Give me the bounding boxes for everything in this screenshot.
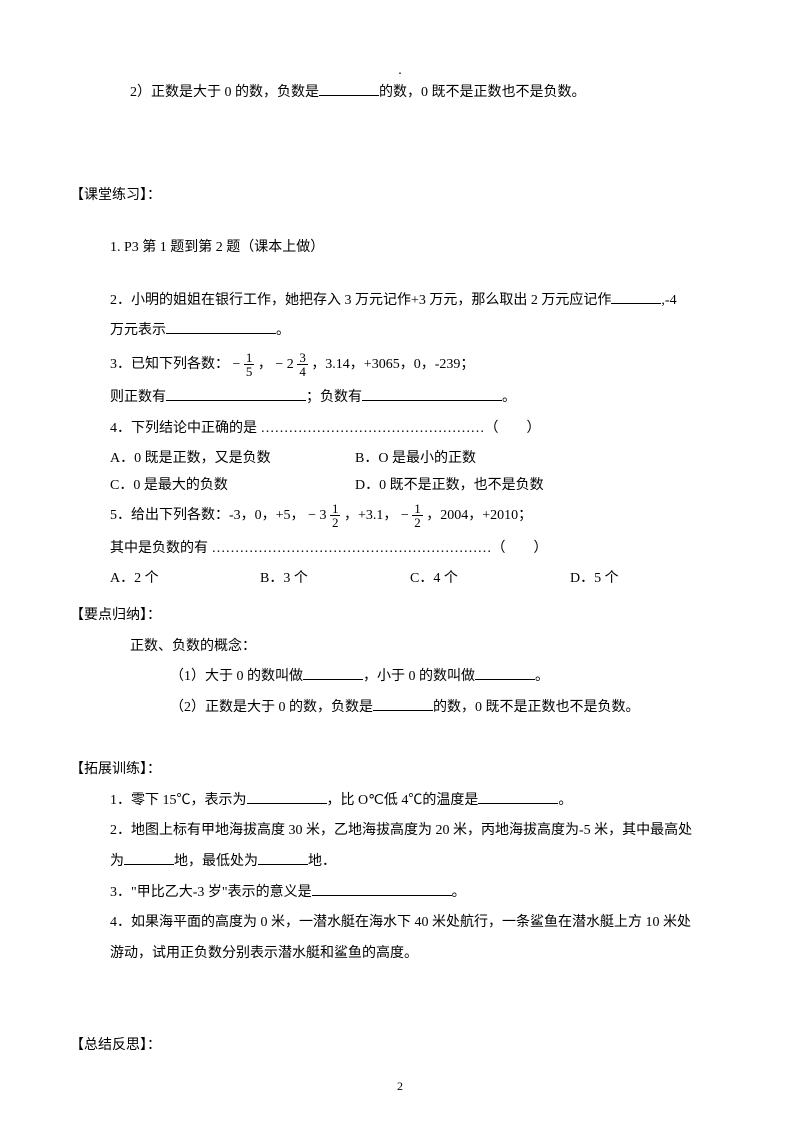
- s1-q5-prefix: 5．给出下列各数：-3，0，+5，: [110, 508, 305, 523]
- s1-q5: 5．给出下列各数：-3，0，+5， − 3 12 ，+3.1， − 12 ，20…: [70, 500, 730, 532]
- frac3-wrap: − 3 12: [308, 500, 340, 532]
- s3-q2d: 地．: [308, 854, 336, 869]
- page-content: 2）正数是大于 0 的数，负数是的数，0 既不是正数也不是负数。 【课堂练习】：…: [70, 60, 730, 1060]
- frac4-den: 2: [412, 515, 423, 529]
- section3-title: 【拓展训练】：: [70, 757, 730, 784]
- mix-neg2: − 2: [275, 357, 293, 372]
- s2-l2b: 的数，0 既不是正数也不是负数。: [433, 700, 640, 715]
- s2-l2-blank: [373, 695, 433, 710]
- s2-l1b: ，小于 0 的数叫做: [363, 669, 475, 684]
- s3-q1-blank1: [247, 788, 327, 803]
- s1-q5-d: D．5 个: [570, 566, 619, 593]
- s1-q2-blank2: [166, 319, 276, 334]
- s1-q4-b: B．O 是最小的正数: [355, 446, 476, 473]
- s1-q4-stem: 4．下列结论中正确的是 …………………………………………（ ）: [70, 416, 730, 443]
- s2-sub: 正数、负数的概念：: [70, 634, 730, 661]
- frac3-num: 1: [330, 502, 341, 515]
- s1-q3-blank2: [362, 386, 502, 401]
- s1-q3-rest: ，3.14，+3065，0，-239；: [311, 357, 474, 372]
- neg-sign-4: −: [401, 508, 409, 523]
- s3-q4-l2: 游动，试用正负数分别表示潜水艇和鲨鱼的高度。: [70, 941, 730, 968]
- s3-q1b: ，比 O℃低 4℃的温度是: [327, 793, 479, 808]
- s1-q5-rest: ，2004，+2010；: [426, 508, 532, 523]
- s1-q5-b: B．3 个: [260, 566, 410, 593]
- s1-q3-prefix: 3．已知下列各数：: [110, 357, 229, 372]
- section4-title: 【总结反思】：: [70, 1033, 730, 1060]
- s3-q1-blank2: [478, 788, 558, 803]
- frac1-den: 5: [244, 364, 255, 378]
- s1-q4-row1: A．0 既是正数，又是负数 B．O 是最小的正数: [70, 446, 730, 473]
- frac2-den: 4: [297, 364, 308, 378]
- frac-3-4: 34: [297, 351, 308, 378]
- s2-l1a: （1）大于 0 的数叫做: [170, 669, 303, 684]
- frac1-wrap: − 15: [233, 349, 255, 381]
- s1-q3: 3．已知下列各数： − 15 ， − 2 34 ，3.14，+3065，0，-2…: [70, 349, 730, 381]
- s1-q3-pos: 则正数有: [110, 390, 166, 405]
- s3-q2-l1: 2．地图上标有甲地海拔高度 30 米，乙地海拔高度为 20 米，丙地海拔高度为-…: [70, 818, 730, 845]
- s3-q1c: 。: [558, 793, 572, 808]
- s1-q2-p1b: ,-4: [661, 293, 676, 308]
- frac4-wrap: − 12: [401, 500, 423, 532]
- s3-q3b: 。: [452, 885, 466, 900]
- frac2-num: 3: [297, 351, 308, 364]
- s1-q5-c: C．4 个: [410, 566, 570, 593]
- s2-l1-blank1: [303, 665, 363, 680]
- s2-l1: （1）大于 0 的数叫做 ，小于 0 的数叫做 。: [70, 664, 730, 691]
- frac-1-2a: 12: [330, 502, 341, 529]
- s1-q2-p2a: 万元表示: [110, 323, 166, 338]
- section1-title: 【课堂练习】：: [70, 183, 730, 210]
- s1-q5-a: A．2 个: [110, 566, 260, 593]
- frac1-num: 1: [244, 351, 255, 364]
- s1-q2-l2: 万元表示 。: [70, 318, 730, 345]
- s3-q1: 1．零下 15℃，表示为 ，比 O℃低 4℃的温度是 。: [70, 788, 730, 815]
- intro-suffix: 的数，0 既不是正数也不是负数。: [379, 85, 586, 100]
- section2-title: 【要点归纳】：: [70, 603, 730, 630]
- s1-q5-opts: A．2 个 B．3 个 C．4 个 D．5 个: [70, 566, 730, 593]
- neg-sign-1: −: [233, 357, 241, 372]
- s1-q4-c: C．0 是最大的负数: [110, 473, 355, 500]
- s1-q5-mid: ，+3.1，: [344, 508, 397, 523]
- frac2-wrap: − 2 34: [275, 349, 307, 381]
- s3-q3a: 3．"甲比乙大-3 岁"表示的意义是: [110, 885, 312, 900]
- s1-q3-ans: 则正数有 ；负数有 。: [70, 385, 730, 412]
- s1-q4-a: A．0 既是正数，又是负数: [110, 446, 355, 473]
- s1-q5-stem2: 其中是负数的有 ……………………………………………………（ ）: [70, 536, 730, 563]
- s1-q2-p2b: 。: [276, 323, 290, 338]
- neg3-sign: − 3: [308, 508, 326, 523]
- s1-q2-blank1: [611, 288, 661, 303]
- s2-l1-blank2: [475, 665, 535, 680]
- s3-q2-blank1: [124, 850, 174, 865]
- intro-blank: [319, 81, 379, 96]
- s3-q3: 3．"甲比乙大-3 岁"表示的意义是 。: [70, 880, 730, 907]
- s1-q4-row2: C．0 是最大的负数 D．0 既不是正数，也不是负数: [70, 473, 730, 500]
- s3-q2-blank2: [258, 850, 308, 865]
- s3-q3-blank: [312, 880, 452, 895]
- frac-1-2b: 12: [412, 502, 423, 529]
- page-number: 2: [397, 1075, 403, 1098]
- frac-1-5: 15: [244, 351, 255, 378]
- s1-q3-end: 。: [502, 390, 516, 405]
- intro-prefix: 2）正数是大于 0 的数，负数是: [130, 85, 319, 100]
- s3-q2b: 为: [110, 854, 124, 869]
- s3-q1a: 1．零下 15℃，表示为: [110, 793, 247, 808]
- s1-q3-blank1: [166, 386, 306, 401]
- frac3-den: 2: [330, 515, 341, 529]
- s3-q4-l1: 4．如果海平面的高度为 0 米，一潜水艇在海水下 40 米处航行，一条鲨鱼在潜水…: [70, 910, 730, 937]
- s3-q2c: 地，最低处为: [174, 854, 258, 869]
- frac4-num: 1: [412, 502, 423, 515]
- s2-l1c: 。: [535, 669, 549, 684]
- s1-q2-p1a: 2．小明的姐姐在银行工作，她把存入 3 万元记作+3 万元，那么取出 2 万元应…: [110, 293, 611, 308]
- s1-q3-neg: ；负数有: [306, 390, 362, 405]
- s2-l2: （2）正数是大于 0 的数，负数是 的数，0 既不是正数也不是负数。: [70, 695, 730, 722]
- s1-q4-d: D．0 既不是正数，也不是负数: [355, 473, 544, 500]
- s3-q2-l2: 为 地，最低处为 地．: [70, 849, 730, 876]
- comma1: ，: [258, 357, 272, 372]
- s1-q2-l1: 2．小明的姐姐在银行工作，她把存入 3 万元记作+3 万元，那么取出 2 万元应…: [70, 288, 730, 315]
- top-marker: .: [398, 58, 402, 85]
- s2-l2a: （2）正数是大于 0 的数，负数是: [170, 700, 373, 715]
- s1-q1: 1. P3 第 1 题到第 2 题（课本上做）: [70, 235, 730, 262]
